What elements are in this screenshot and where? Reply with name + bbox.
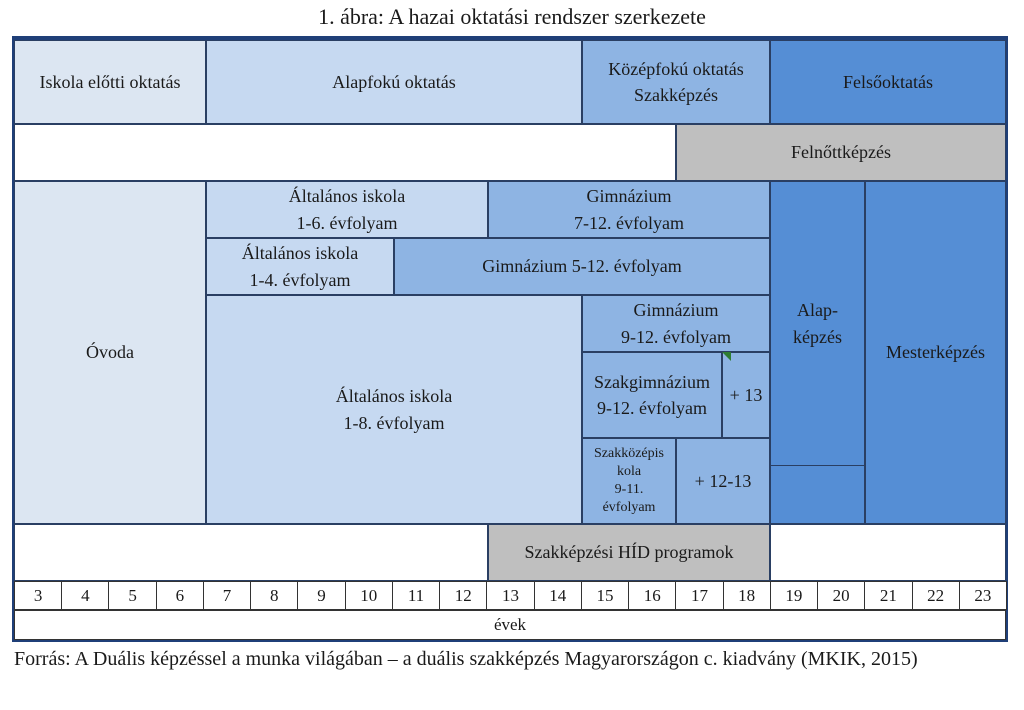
year-tick: 16: [628, 581, 677, 610]
mesterkepzes-label: Mesterképzés: [886, 342, 985, 363]
header-primary-label: Alapfokú oktatás: [332, 71, 456, 92]
szakkozepiskola-line4: évfolyam: [602, 500, 656, 516]
header-secondary-line1: Középfokú oktatás: [608, 58, 744, 79]
source-note: Forrás: A Duális képzéssel a munka világ…: [14, 648, 918, 670]
year-tick: 5: [108, 581, 157, 610]
altalanos-1-8-line1: Általános iskola: [335, 386, 453, 407]
year-tick: 3: [14, 581, 63, 610]
year-tick: 4: [61, 581, 110, 610]
year-tick: 14: [533, 581, 582, 610]
header-higher: Felsőoktatás: [770, 40, 1006, 124]
gimnazium-9-12: Gimnázium 9-12. évfolyam: [582, 295, 770, 352]
mesterkepzes: Mesterképzés: [865, 181, 1006, 524]
alapkepzes: Alap- képzés: [770, 181, 865, 466]
year-tick: 13: [486, 581, 535, 610]
altalanos-1-4-line1: Általános iskola: [241, 243, 359, 264]
altalanos-1-6-line1: Általános iskola: [288, 186, 406, 207]
altalanos-1-8-line2: 1-8. évfolyam: [343, 412, 445, 433]
corner-marker: [722, 352, 731, 361]
szakkozepiskola-line1: Szakközépis: [594, 445, 664, 461]
year-tick: 20: [817, 581, 866, 610]
gimnazium-9-12-line2: 9-12. évfolyam: [621, 326, 731, 347]
alapkepzes-lower: [770, 466, 865, 524]
header-higher-label: Felsőoktatás: [843, 71, 933, 92]
year-tick: 21: [864, 581, 913, 610]
axis-label: évek: [14, 610, 1006, 640]
year-tick: 12: [439, 581, 488, 610]
year-tick: 11: [391, 581, 441, 610]
gimnazium-5-12: Gimnázium 5-12. évfolyam: [394, 238, 770, 295]
year-tick: 7: [202, 581, 252, 610]
header-preschool-label: Iskola előtti oktatás: [39, 71, 181, 92]
year-tick: 18: [722, 581, 771, 610]
year-tick: 22: [911, 581, 960, 610]
ovoda-label: Óvoda: [86, 342, 134, 363]
year-tick: 19: [769, 581, 819, 610]
altalanos-1-4-line2: 1-4. évfolyam: [249, 269, 351, 290]
year-tick: 6: [155, 581, 204, 610]
szakkozepiskola-line2: kola: [616, 463, 642, 479]
axis-label-text: évek: [493, 615, 527, 634]
szakkozepiskola: Szakközépis kola 9-11. évfolyam: [582, 438, 676, 524]
year-tick: 23: [958, 581, 1007, 610]
szakgimnazium-line2: 9-12. évfolyam: [597, 398, 707, 418]
year-tick: 8: [250, 581, 299, 610]
adult-education-label: Felnőttképzés: [791, 142, 891, 163]
plus-12-13-label: + 12-13: [694, 470, 752, 491]
gimnazium-7-12: Gimnázium 7-12. évfolyam: [488, 181, 770, 238]
year-tick: 9: [297, 581, 346, 610]
alapkepzes-line2: képzés: [793, 326, 842, 347]
figure-title: 1. ábra: A hazai oktatási rendszer szerk…: [318, 4, 706, 29]
ovoda: Óvoda: [14, 181, 206, 524]
altalanos-1-4: Általános iskola 1-4. évfolyam: [206, 238, 394, 295]
szakkozepiskola-plus-12-13: + 12-13: [676, 438, 770, 524]
year-tick: 10: [344, 581, 393, 610]
alapkepzes-line1: Alap-: [797, 300, 838, 321]
altalanos-1-8: Általános iskola 1-8. évfolyam: [206, 295, 582, 524]
plus-13-label: + 13: [729, 384, 763, 405]
gimnazium-9-12-line1: Gimnázium: [633, 300, 719, 321]
adult-education: Felnőttképzés: [676, 124, 1006, 181]
szakgimnazium-plus-13: + 13: [722, 352, 770, 438]
gimnazium-7-12-line2: 7-12. évfolyam: [574, 212, 684, 233]
szakgimnazium-line1: Szakgimnázium: [594, 371, 710, 392]
year-tick: 17: [675, 581, 724, 610]
adult-row-blank: [14, 124, 676, 181]
bridge-row-blank-left: [14, 524, 488, 581]
hid-programs-label: Szakképzési HÍD programok: [524, 542, 734, 563]
gimnazium-5-12-label: Gimnázium 5-12. évfolyam: [482, 256, 682, 277]
header-preschool: Iskola előtti oktatás: [14, 40, 206, 124]
header-secondary: Középfokú oktatás Szakképzés: [582, 40, 770, 124]
altalanos-1-6: Általános iskola 1-6. évfolyam: [206, 181, 488, 238]
szakgimnazium: Szakgimnázium 9-12. évfolyam: [582, 352, 722, 438]
header-primary: Alapfokú oktatás: [206, 40, 582, 124]
hid-programs: Szakképzési HÍD programok: [488, 524, 770, 581]
year-tick: 15: [580, 581, 630, 610]
gimnazium-7-12-line1: Gimnázium: [586, 186, 672, 207]
header-secondary-line2: Szakképzés: [634, 85, 718, 105]
szakkozepiskola-line3: 9-11.: [614, 482, 644, 497]
bridge-row-blank-right: [770, 524, 1006, 581]
diagram-frame: Iskola előtti oktatás Alapfokú oktatás K…: [12, 36, 1008, 642]
altalanos-1-6-line2: 1-6. évfolyam: [296, 212, 398, 233]
